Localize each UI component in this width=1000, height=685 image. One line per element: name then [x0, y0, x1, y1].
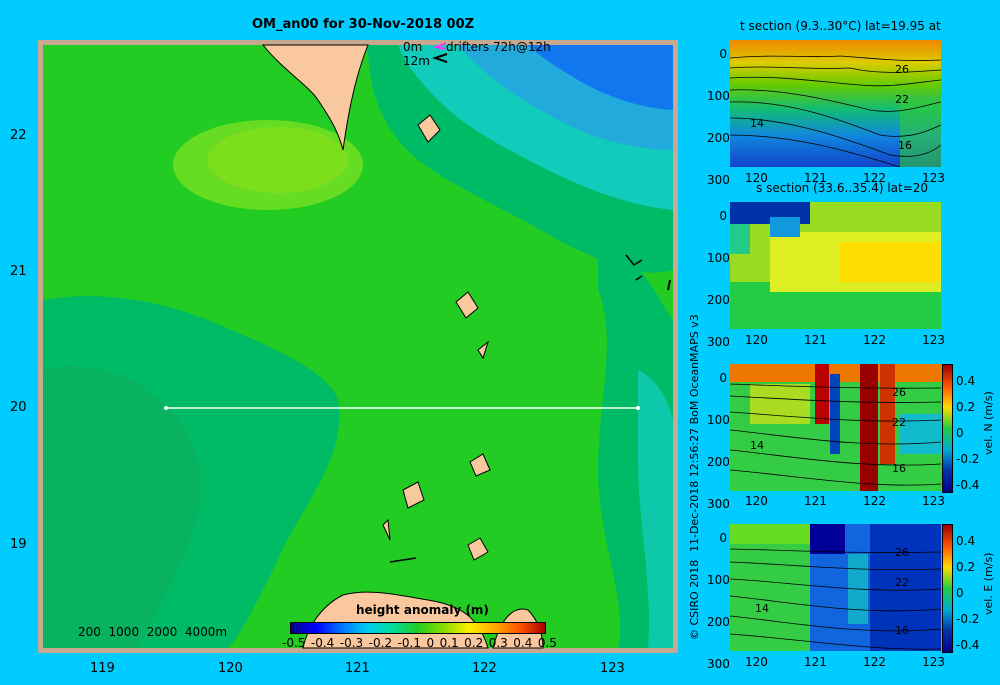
section-x-ticks: 120 121 122 123	[745, 333, 945, 347]
isotherms	[730, 55, 941, 167]
section-y-ticks: 0 100 200 300	[707, 209, 730, 349]
colorbar-title: height anomaly (m)	[356, 603, 489, 617]
section-y-ticks: 0 100 200 300	[707, 531, 730, 671]
island-3	[469, 453, 491, 477]
island-5	[467, 537, 489, 561]
colorbar-ticks: -0.5 -0.4 -0.3 -0.2 -0.1 0 0.1 0.2 0.3 0.4 0.5	[282, 636, 557, 650]
map-y-tick: 20	[10, 400, 27, 415]
veln-cb-ticks: 0.4 0.2 0 -0.2 -0.4	[956, 374, 980, 492]
island-4	[402, 481, 425, 509]
drifters-legend: drifters 72h@12h	[446, 40, 551, 54]
isotherm-label: 16	[898, 139, 912, 152]
veln-colorbar	[942, 364, 953, 493]
vele-section-panel: 26 22 14 16	[730, 524, 941, 651]
veln-jet	[815, 364, 829, 424]
isotherm-label: 22	[895, 93, 909, 106]
height-colorbar	[290, 622, 546, 634]
section-y-ticks: 0 100 200 300	[707, 371, 730, 511]
veln-cb-label: vel. N (m/s)	[982, 391, 995, 455]
vele-cb-label: vel. E (m/s)	[982, 552, 995, 615]
veln-jet	[860, 364, 878, 491]
luzon-land	[302, 591, 489, 649]
isotherm-label: 26	[895, 63, 909, 76]
credit-bottom: © CSIRO 2018	[688, 559, 701, 640]
isotherm-label: 22	[892, 416, 906, 429]
section-x-ticks: 120 121 122 123	[745, 494, 945, 508]
isotherm-label: 16	[895, 624, 909, 637]
map-x-tick: 122	[472, 661, 497, 676]
isotherm-label: 14	[750, 117, 764, 130]
drifter-mark	[625, 254, 643, 266]
map-x-tick: 123	[600, 661, 625, 676]
s-section-panel	[730, 202, 941, 329]
t-section-panel: 26 22 14 16	[730, 40, 941, 167]
map-y-tick: 22	[10, 128, 27, 143]
vele-colorbar	[942, 524, 953, 653]
taiwan-land	[261, 44, 369, 151]
legend-depth-0m: 0m	[403, 40, 423, 54]
t-section-title: t section (9.3..30°C) lat=19.95 at	[740, 19, 941, 33]
depth-scale: 200 1000 2000 4000m	[78, 625, 228, 639]
vele-cb-ticks: 0.4 0.2 0 -0.2 -0.4	[956, 534, 980, 652]
isotherm-label: 16	[892, 462, 906, 475]
map-title: OM_an00 for 30-Nov-2018 00Z	[252, 17, 475, 32]
isotherm-label: 14	[750, 439, 764, 452]
island-2	[455, 291, 479, 319]
isotherm-label: 14	[755, 602, 769, 615]
map-y-tick: 19	[10, 537, 27, 552]
isotherm-label: 22	[895, 576, 909, 589]
credit-top: 11-Dec-2018 12:56:27 BoM OceanMAPS v3	[688, 314, 701, 552]
s-section-title: s section (33.6..35.4) lat=20	[756, 181, 929, 195]
section-y-ticks: 0 100 200 300	[707, 47, 730, 187]
map-x-tick: 119	[90, 661, 115, 676]
map-x-tick: 120	[218, 661, 243, 676]
map-y-tick: 21	[10, 264, 27, 279]
isotherm-label: 26	[892, 386, 906, 399]
legend-depth-12m: 12m	[403, 54, 430, 68]
drifter-legend-icon	[432, 42, 448, 63]
isotherm-label: 26	[895, 546, 909, 559]
island-1	[417, 114, 441, 143]
section-x-ticks: 120 121 122 123	[745, 171, 945, 185]
section-x-ticks: 120 121 122 123	[745, 655, 945, 669]
height-anomaly-map	[38, 40, 678, 653]
veln-section-panel: 26 22 14 16	[730, 364, 941, 491]
map-x-tick: 121	[345, 661, 370, 676]
ne-blue	[528, 45, 673, 110]
